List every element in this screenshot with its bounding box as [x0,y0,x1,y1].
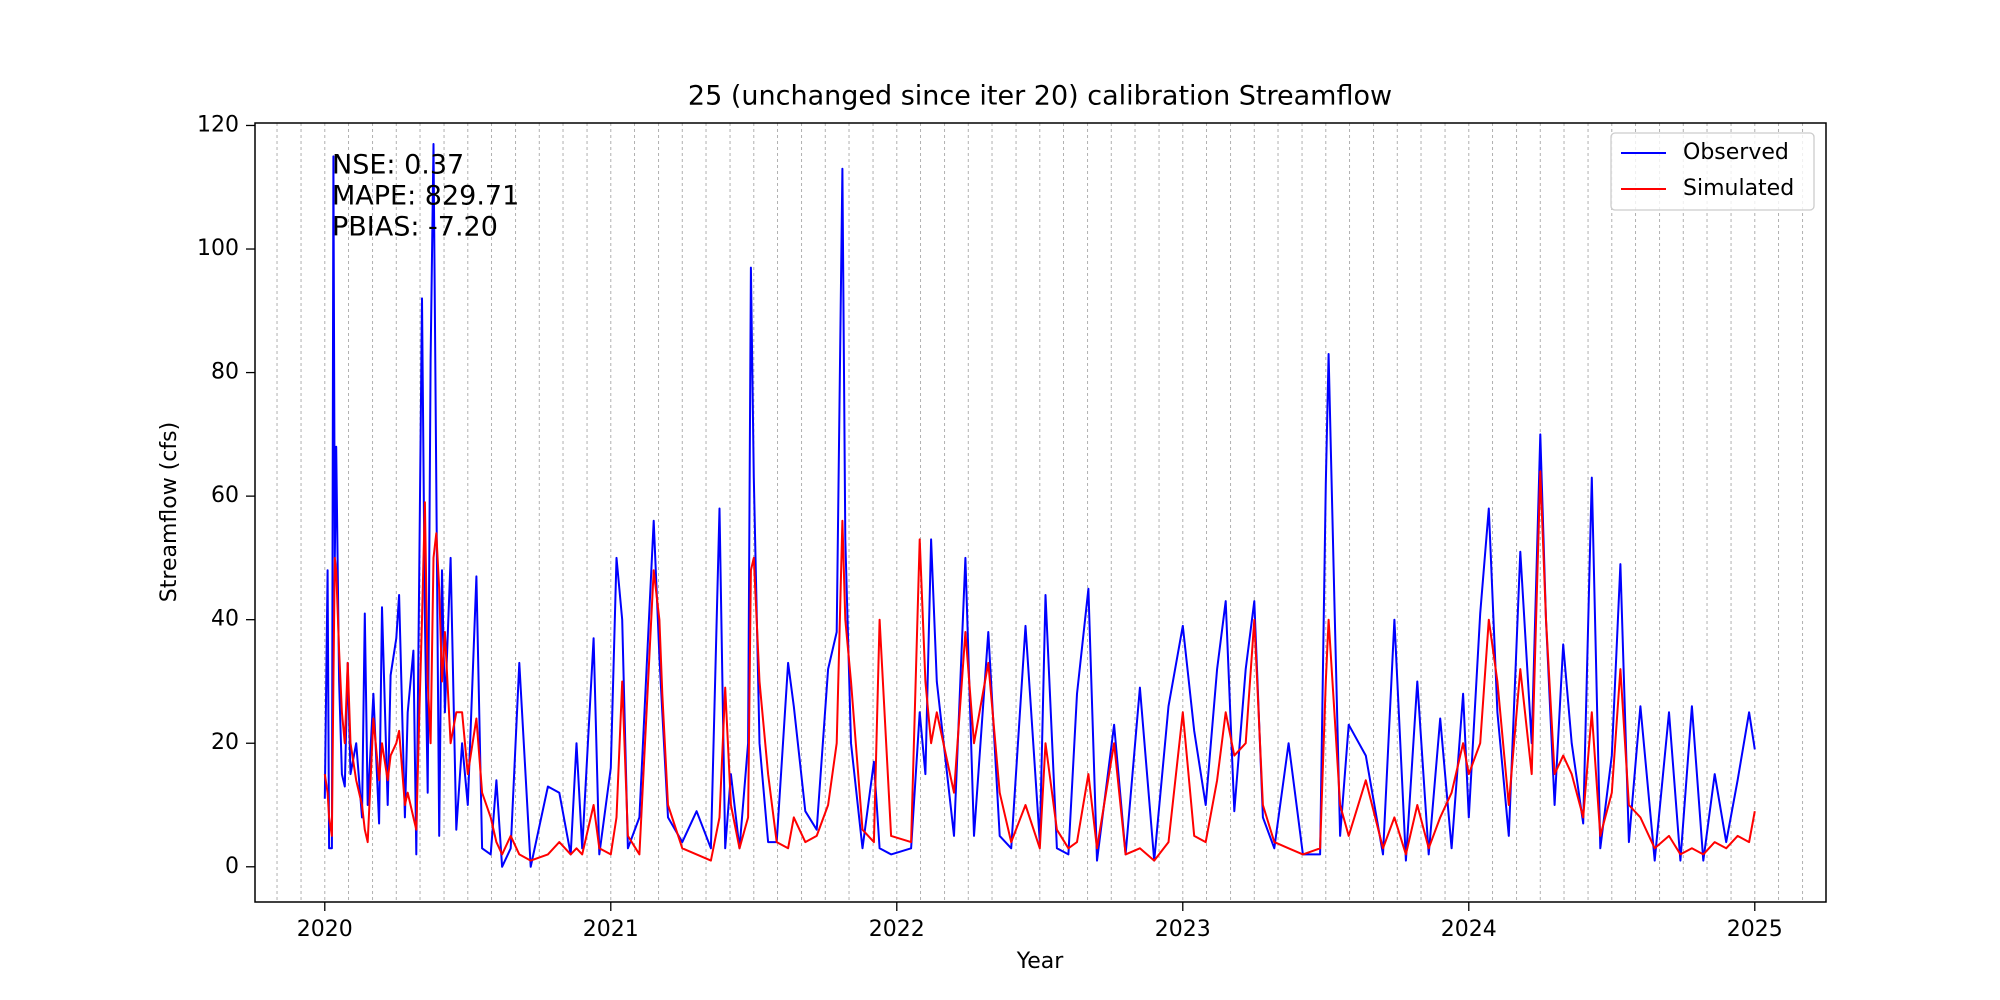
x-tick-label: 2021 [583,917,639,942]
y-tick-label: 60 [211,483,239,508]
x-tick-label: 2024 [1441,917,1497,942]
legend: Observed Simulated [1610,132,1815,211]
x-tick-label: 2025 [1727,917,1783,942]
legend-label: Observed [1683,140,1789,165]
metric-annotation: PBIAS: -7.20 [332,212,498,243]
y-tick-label: 80 [211,360,239,385]
y-tick-label: 0 [225,854,239,879]
plot-lines [323,143,1756,868]
series-line [323,143,1756,868]
metric-annotation: NSE: 0.37 [332,150,464,181]
y-axis-label: Streamflow (cfs) [157,422,182,602]
legend-label: Simulated [1683,176,1794,201]
y-tick-label: 120 [197,112,239,137]
y-tick-label: 40 [211,607,239,632]
x-tick-label: 2020 [297,917,353,942]
y-tick-label: 100 [197,236,239,261]
chart-title: 25 (unchanged since iter 20) calibration… [688,81,1392,112]
series-line [323,470,1756,862]
axes-frame [254,122,1827,903]
x-tick-label: 2022 [869,917,925,942]
x-tick-label: 2023 [1155,917,1211,942]
x-axis-label: Year [1016,949,1065,974]
y-tick-label: 20 [211,730,239,755]
metric-annotation: MAPE: 829.71 [332,181,519,212]
